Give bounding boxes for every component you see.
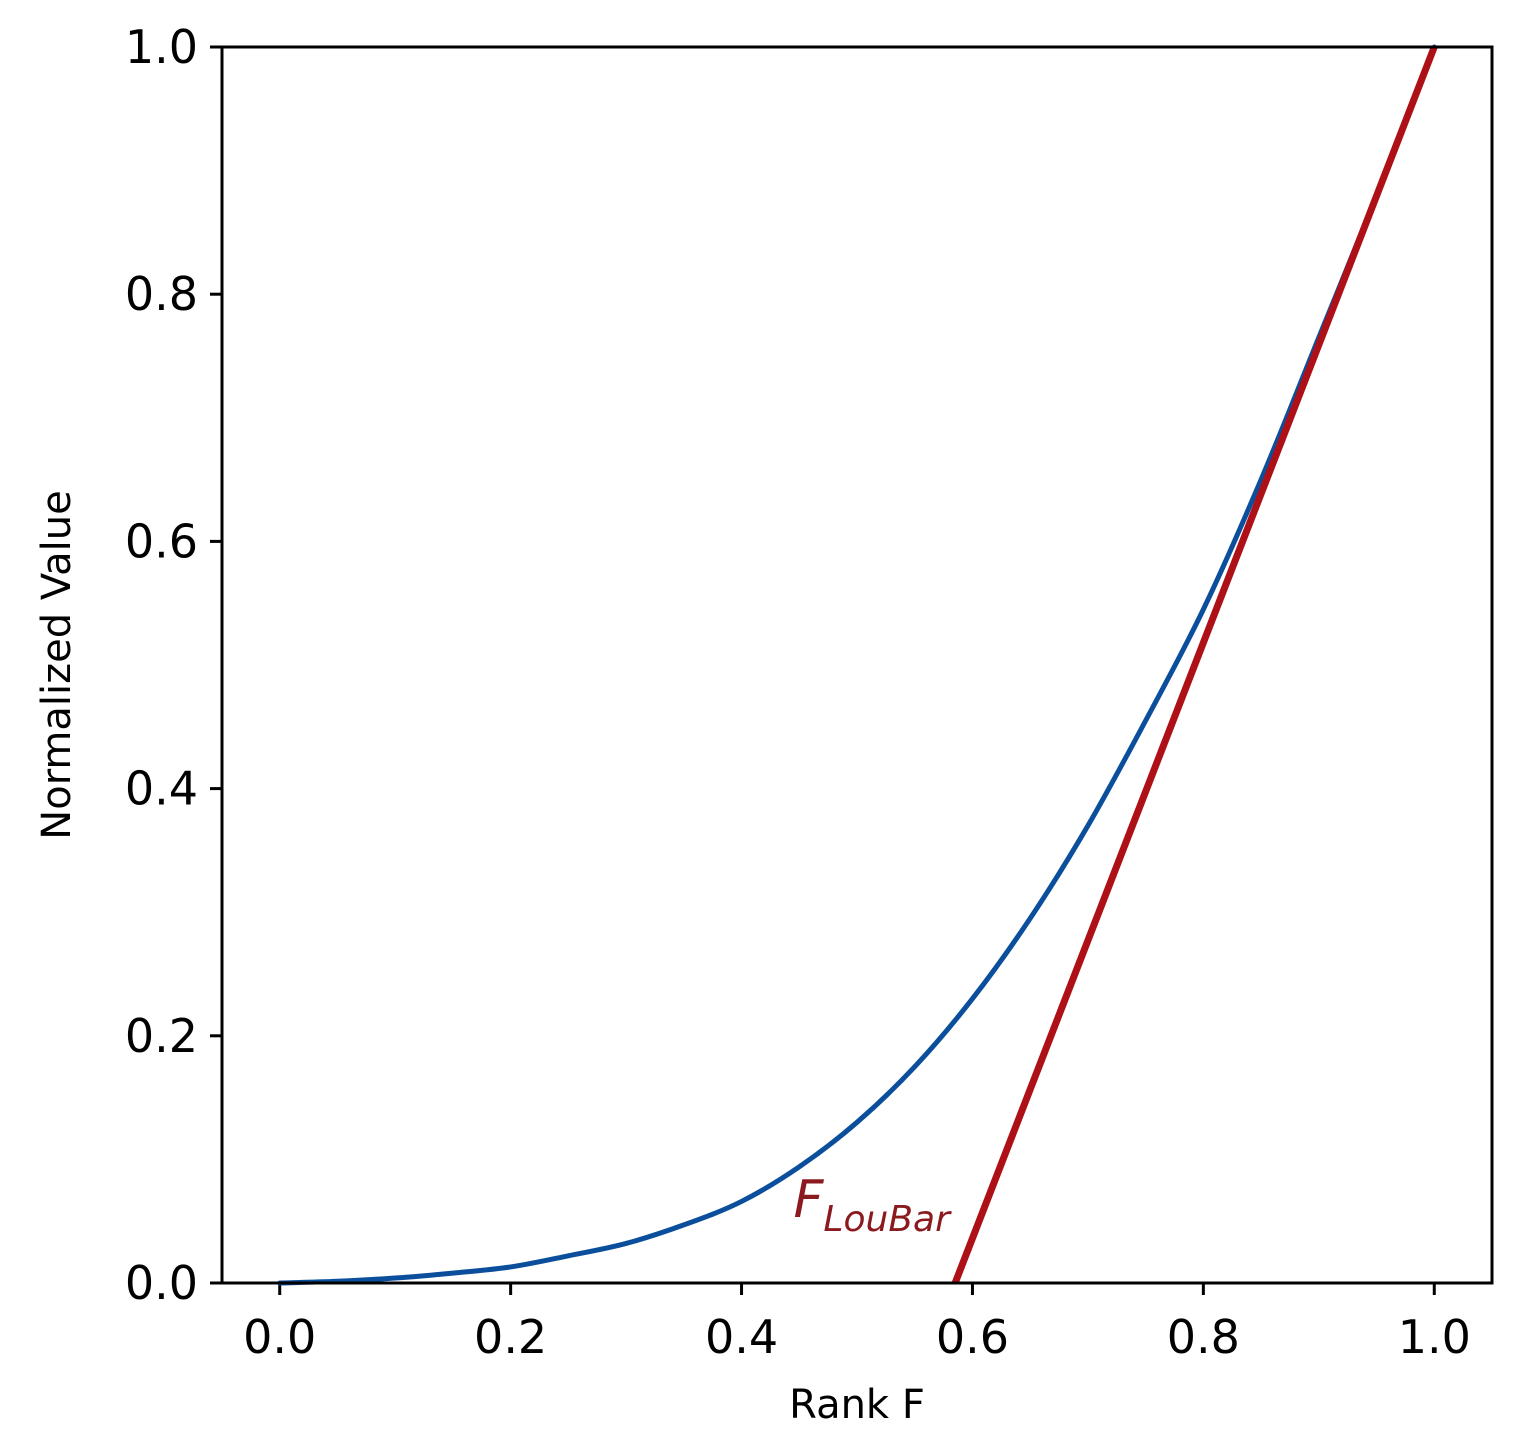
loubar-tangent-line (951, 45, 1438, 1285)
loubar-annotation: FLouBar (794, 1170, 953, 1240)
x-axis-ticks: 0.0 0.2 0.4 0.6 0.8 1.0 (243, 1283, 1471, 1364)
x-tick-label: 0.4 (705, 1310, 778, 1364)
series-layer (277, 44, 1438, 1286)
x-tick-label: 0.8 (1167, 1310, 1240, 1364)
y-tick-label: 0.8 (125, 267, 198, 321)
x-tick-label: 0.2 (474, 1310, 547, 1364)
lorenz-curve (277, 44, 1437, 1286)
x-tick-label: 0.0 (243, 1310, 316, 1364)
plot-frame (220, 45, 1494, 1285)
y-tick-label: 0.0 (125, 1256, 198, 1310)
y-tick-label: 0.4 (125, 762, 198, 816)
x-axis-label: Rank F (789, 1382, 925, 1428)
y-tick-label: 0.2 (125, 1009, 198, 1063)
x-tick-label: 1.0 (1398, 1310, 1471, 1364)
y-tick-label: 0.6 (125, 514, 198, 568)
y-tick-label: 1.0 (125, 20, 198, 74)
loubar-annotation-main: F (794, 1170, 825, 1230)
x-tick-label: 0.6 (936, 1310, 1009, 1364)
loubar-annotation-subscript: LouBar (823, 1199, 952, 1240)
y-axis-label: Normalized Value (34, 490, 80, 839)
y-axis-ticks: 0.0 0.2 0.4 0.6 0.8 1.0 (125, 20, 222, 1310)
